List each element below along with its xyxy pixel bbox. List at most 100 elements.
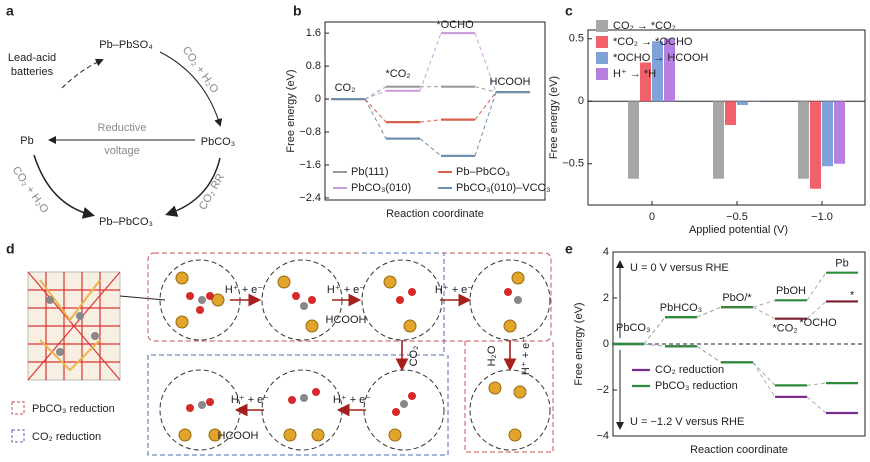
legend-label: PbCO₃ reduction <box>32 403 115 415</box>
bar <box>664 38 675 102</box>
arrow <box>159 51 223 127</box>
legend-label: *OCHO → HCOOH <box>613 52 708 64</box>
level-label: CO₂ <box>335 82 356 94</box>
label: H⁺ + e⁻ <box>520 337 532 375</box>
y-tick-label: −2 <box>596 384 609 396</box>
arrows <box>230 293 517 417</box>
y-tick-label: 0 <box>603 338 609 350</box>
label: Pb–PbCO₃ <box>99 216 153 228</box>
y-tick-label: 4 <box>603 246 609 258</box>
connector <box>806 272 827 301</box>
box <box>464 341 554 453</box>
connector <box>419 119 442 123</box>
legend-swatch <box>11 401 25 415</box>
bar <box>749 101 760 102</box>
connector <box>643 343 666 347</box>
y-tick-label: 0.5 <box>569 33 584 45</box>
label: HCOOH <box>326 314 367 326</box>
bar <box>628 101 639 179</box>
crystal <box>27 271 166 381</box>
connector <box>696 306 722 318</box>
x-tick-label: 0 <box>649 211 655 223</box>
level-label: HCOOH <box>490 76 531 88</box>
x-tick-label: −1.0 <box>811 211 833 223</box>
atoms <box>186 288 512 416</box>
panel-label: a <box>6 3 14 19</box>
bar <box>737 101 748 105</box>
y-axis-label: Free energy (eV) <box>548 76 560 159</box>
legend-label: *CO₂ → *OCHO <box>613 36 693 48</box>
arrow <box>61 58 104 89</box>
atoms <box>175 271 527 442</box>
y-tick-label: 2 <box>603 292 609 304</box>
legend-label: PbCO₃(010) <box>351 182 411 194</box>
connector <box>752 362 776 386</box>
label: voltage <box>104 145 139 157</box>
legend-label: CO₂ → *CO₂ <box>613 20 676 32</box>
x-axis-label: Applied potential (V) <box>689 224 788 236</box>
x-tick-label: −0.5 <box>726 211 748 223</box>
level-label: *CO₂ <box>385 68 410 80</box>
y-tick-label: 1.6 <box>306 27 321 39</box>
legend-label: CO₂ reduction <box>655 364 724 376</box>
bar <box>652 41 663 102</box>
connector <box>364 98 387 139</box>
box <box>147 252 449 456</box>
label: H⁺ + e⁻ <box>435 284 473 296</box>
box <box>147 252 552 342</box>
label: H⁺ + e⁻ <box>225 284 263 296</box>
connector <box>364 90 387 100</box>
x-axis-label: Reaction coordinate <box>690 444 788 456</box>
y-tick-label: −2.4 <box>299 192 321 204</box>
label: H⁺ + e⁻ <box>333 394 371 406</box>
connector <box>806 396 827 414</box>
y-tick-label: −1.6 <box>299 159 321 171</box>
annotation: *OCHO <box>799 317 837 329</box>
level-label: PbHCO₃ <box>660 302 702 314</box>
label: batteries <box>11 66 54 78</box>
connector <box>419 138 442 157</box>
connector <box>474 91 497 120</box>
label: HCOOH <box>218 430 259 442</box>
legend-label: PbCO₃ reduction <box>655 380 738 392</box>
panel-a: Lead-acid batteries Pb–PbSO₄ CO₂ + H₂O P… <box>8 39 235 228</box>
legend-label: Pb–PbCO₃ <box>456 166 510 178</box>
annotation: U = 0 V versus RHE <box>630 262 729 274</box>
panel-label: d <box>6 241 15 257</box>
connector <box>752 306 776 320</box>
y-tick-label: 0 <box>315 93 321 105</box>
y-tick-label: 0 <box>578 95 584 107</box>
connector <box>806 382 827 386</box>
connector <box>364 86 387 100</box>
label: H₂O <box>486 345 498 366</box>
connector <box>474 91 497 157</box>
arrow <box>165 157 221 217</box>
y-axis-label: Free energy (eV) <box>285 69 297 152</box>
bar <box>725 101 736 125</box>
legend-swatch <box>596 68 608 80</box>
atoms <box>198 296 522 409</box>
panel-label: b <box>293 3 302 19</box>
legend-label: Pb(111) <box>351 166 389 178</box>
connector <box>419 32 442 91</box>
annotation: U = −1.2 V versus RHE <box>630 416 744 428</box>
y-tick-label: 0.8 <box>306 60 321 72</box>
connector <box>364 98 387 123</box>
label: CO₂ + H₂O <box>10 164 51 216</box>
label: Pb <box>20 135 33 147</box>
label: PbCO₃ <box>201 136 235 148</box>
connector <box>752 362 776 398</box>
bar <box>810 101 821 189</box>
panel-label: e <box>565 241 573 257</box>
level-label: Pb <box>835 258 848 270</box>
level-label: PbOH <box>776 285 806 297</box>
legend-swatch <box>596 52 608 64</box>
connector <box>752 299 776 308</box>
y-axis-label: Free energy (eV) <box>573 302 585 385</box>
y-tick-label: −4 <box>596 430 609 442</box>
level-label: * <box>850 289 855 301</box>
legend-label: H⁺ → *H <box>613 68 656 80</box>
level-label: PbCO₃ <box>616 322 650 334</box>
connector <box>643 316 666 345</box>
